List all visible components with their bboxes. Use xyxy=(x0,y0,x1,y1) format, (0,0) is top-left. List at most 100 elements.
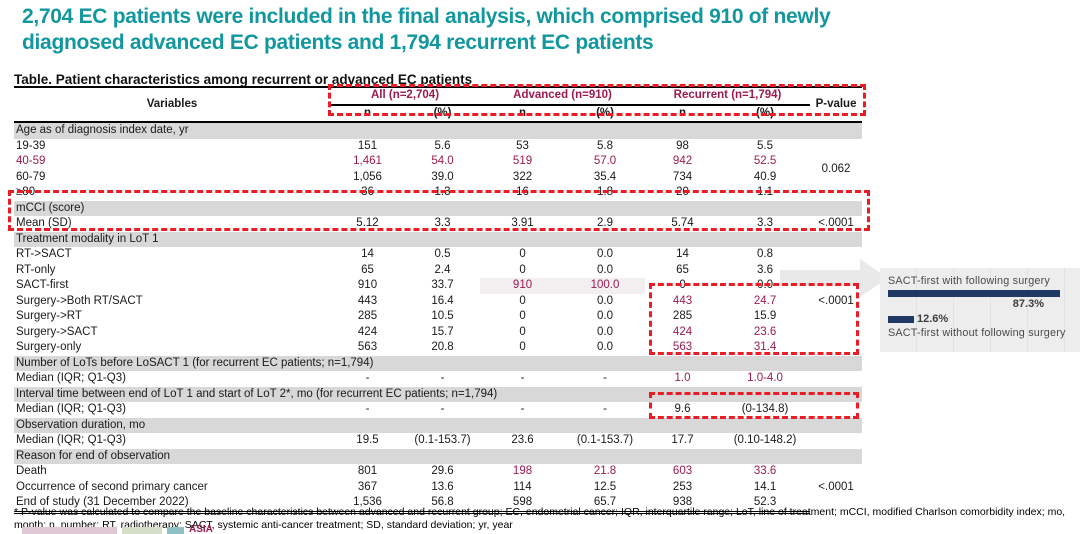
cell: (0.1-153.7) xyxy=(414,434,471,446)
cell: 31.4 xyxy=(753,341,777,353)
arrow-right-icon xyxy=(780,259,888,297)
cell: 801 xyxy=(357,465,378,477)
row-label: Surgery->SACT xyxy=(16,325,98,338)
cell: 0.0 xyxy=(597,263,614,276)
table-row: SACT-first 910 33.7 910 100.0 0 0.0 xyxy=(14,278,862,294)
cell: 1,536 xyxy=(330,495,405,514)
cell: 3.91 xyxy=(511,217,534,229)
cell: 53 xyxy=(516,139,529,152)
row-label: Mean (SD) xyxy=(16,217,72,229)
logo-shape-2 xyxy=(122,527,162,534)
cell: 1.3 xyxy=(434,186,451,198)
column-header-variables: Variables xyxy=(14,87,330,123)
section-label: Observation duration, mo xyxy=(14,417,863,433)
cell: 0.0 xyxy=(597,341,614,353)
cell: 33.7 xyxy=(431,279,454,291)
patient-characteristics-table: Variables All (n=2,704) Advanced (n=910)… xyxy=(14,86,863,514)
subheader-n: n xyxy=(645,104,721,123)
table-row: Death 801 29.6 198 21.8 603 33.6 <.0001 xyxy=(14,464,862,493)
cell: 57.0 xyxy=(593,155,617,167)
cell: 3.3 xyxy=(757,217,774,229)
bar-without-surgery xyxy=(888,315,914,323)
cell: 285 xyxy=(672,310,693,322)
cell: 14 xyxy=(676,248,689,260)
row-label: Death xyxy=(16,465,47,477)
table-row: ≥80 36 1.3 16 1.8 20 1.1 xyxy=(14,185,862,201)
cell: 443 xyxy=(672,294,693,307)
cell: 21.8 xyxy=(593,465,617,477)
cell: 3.6 xyxy=(757,263,774,276)
row-label: 40-59 xyxy=(16,155,46,167)
cell: 603 xyxy=(672,465,693,477)
row-label: SACT-first xyxy=(16,279,69,291)
row-label: End of study (31 December 2022) xyxy=(14,495,330,514)
row-label: Median (IQR; Q1-Q3) xyxy=(16,372,126,384)
cell: - xyxy=(440,372,445,384)
cell: 0.0 xyxy=(757,279,774,291)
cell: 1.0 xyxy=(674,372,691,384)
cell: 0.0 xyxy=(597,248,614,260)
cell: 322 xyxy=(512,170,533,183)
cell: 0 xyxy=(519,325,526,338)
cell: 16.4 xyxy=(431,294,454,307)
label-with-surgery: SACT-first with following surgery xyxy=(888,275,1051,287)
cell: 1.8 xyxy=(597,186,614,198)
cell: 151 xyxy=(357,139,378,152)
table-row: 40-59 1,461 54.0 519 57.0 942 52.5 xyxy=(14,154,862,170)
table-caption: Table. Patient characteristics among rec… xyxy=(14,72,473,87)
cell: 65.7 xyxy=(565,495,646,514)
cell: 40.9 xyxy=(753,170,777,183)
section-row: Age as of diagnosis index date, yr xyxy=(14,122,863,139)
column-header-all: All (n=2,704) xyxy=(330,87,481,106)
row-label: Surgery->Both RT/SACT xyxy=(16,294,143,307)
table-row: Occurrence of second primary cancer 367 13… xyxy=(14,480,862,496)
cell: 36 xyxy=(361,186,374,198)
cell: 1,056 xyxy=(353,170,382,183)
cell: 9.6 xyxy=(674,403,691,415)
row-label: ≥80 xyxy=(16,186,36,198)
pvalue-cell: <.0001 xyxy=(818,481,854,494)
cell: 2.9 xyxy=(597,217,614,229)
cell: 12.5 xyxy=(593,480,617,493)
section-row: mCCI (score) xyxy=(14,200,863,216)
cell: 5.8 xyxy=(597,139,614,152)
row-label: RT->SACT xyxy=(16,248,72,260)
column-header-recurrent: Recurrent (n=1,794) xyxy=(645,87,811,106)
row-label: RT-only xyxy=(16,263,56,276)
cell: 1.1 xyxy=(757,186,774,198)
cell: 39.0 xyxy=(431,170,454,183)
cell: 24.7 xyxy=(753,294,777,307)
cell: 5.6 xyxy=(434,139,451,152)
cell: - xyxy=(440,403,445,415)
cell: 5.74 xyxy=(671,217,694,229)
cell: 14.1 xyxy=(753,480,777,493)
section-row: Reason for end of observation xyxy=(14,448,863,464)
pvalue-cell: 0.062 xyxy=(821,162,851,175)
mini-chart-content: SACT-first with following surgery 87.3% … xyxy=(880,268,1080,339)
section-row: Observation duration, mo xyxy=(14,417,863,433)
section-label: Number of LoTs before LoSACT 1 (for recu… xyxy=(14,355,863,371)
table-row: Median (IQR; Q1-Q3) - - - - 9.6 (0-134.8) xyxy=(14,402,862,418)
cell: 14 xyxy=(361,248,374,260)
cell: 910 xyxy=(357,279,378,291)
table-row: 60-79 1,056 39.0 322 35.4 734 40.9 xyxy=(14,170,862,186)
table-row: 19-39 151 5.6 53 5.8 98 5.5 0.062 xyxy=(14,139,862,175)
cell: 443 xyxy=(357,294,378,307)
cell: (0-134.8) xyxy=(741,403,789,415)
congress-logo: ASIA xyxy=(22,525,213,534)
table-body: Age as of diagnosis index date, yr 19-39 1… xyxy=(14,122,863,514)
pvalue-cell: <.0001 xyxy=(818,217,854,229)
value-with-surgery: 87.3% xyxy=(1012,298,1044,310)
cell: 20 xyxy=(676,186,689,198)
bar-row-without-surgery: 12.6% xyxy=(888,313,1072,325)
cell: - xyxy=(603,403,607,415)
cell: 563 xyxy=(672,341,693,353)
cell: (0.10-148.2) xyxy=(733,434,797,446)
table-row: Median (IQR; Q1-Q3) 19.5 (0.1-153.7) 23.6 (0… xyxy=(14,433,862,449)
section-label: Treatment modality in LoT 1 xyxy=(14,231,863,247)
cell: 98 xyxy=(676,139,689,152)
cell: 598 xyxy=(480,495,566,514)
cell: 0 xyxy=(519,294,526,307)
cell: 54.0 xyxy=(431,155,454,167)
table-row: Surgery-only 563 20.8 0 0.0 563 31.4 xyxy=(14,340,862,356)
